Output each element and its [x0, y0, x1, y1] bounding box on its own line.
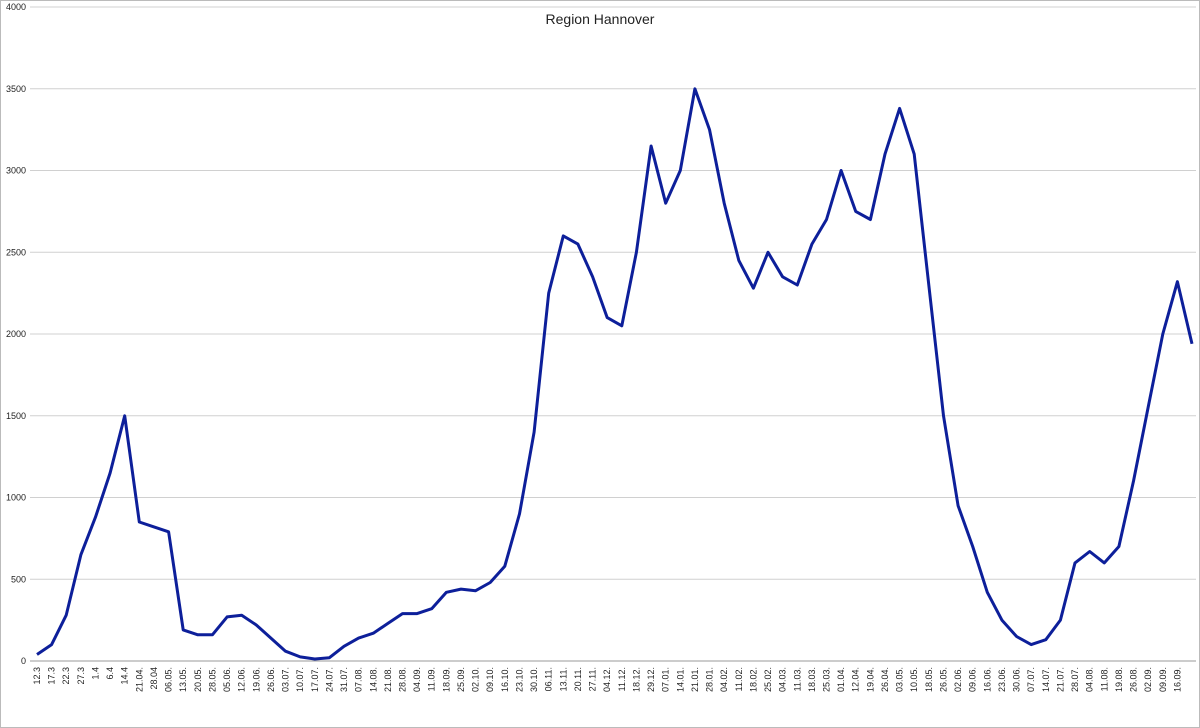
x-tick-label: 20.05.: [193, 667, 203, 692]
x-tick-label: 25.02.: [763, 667, 773, 692]
chart-title: Region Hannover: [546, 11, 655, 27]
x-tick-label: 11.12.: [617, 667, 627, 691]
y-tick-label: 4000: [6, 2, 26, 12]
x-tick-label: 25.09.: [456, 667, 466, 692]
x-tick-label: 18.05.: [924, 667, 934, 692]
x-tick-label: 30.10.: [529, 667, 539, 692]
x-tick-label: 25.03.: [821, 667, 831, 692]
x-tick-label: 07.01.: [661, 667, 671, 692]
x-tick-label: 03.07.: [281, 667, 291, 692]
x-tick-label: 02.06.: [953, 667, 963, 692]
x-tick-label: 14.08.: [368, 667, 378, 692]
x-tick-label: 27.11.: [588, 667, 598, 691]
x-tick-label: 31.07.: [339, 667, 349, 692]
x-tick-label: 28.01.: [705, 667, 715, 692]
x-tick-label: 01.04.: [836, 667, 846, 692]
x-tick-label: 10.05.: [909, 667, 919, 692]
x-tick-label: 28.04: [149, 667, 159, 690]
y-tick-label: 1000: [6, 493, 26, 503]
x-tick-label: 02.09.: [1143, 667, 1153, 692]
x-tick-label: 07.07.: [1026, 667, 1036, 692]
x-tick-label: 1.4: [90, 667, 100, 680]
x-tick-label: 21.08.: [383, 667, 393, 692]
x-tick-label: 04.12.: [602, 667, 612, 692]
x-tick-label: 03.05.: [895, 667, 905, 692]
x-tick-label: 04.09.: [412, 667, 422, 692]
x-tick-label: 21.04.: [134, 667, 144, 692]
x-tick-label: 24.07.: [324, 667, 334, 692]
x-tick-label: 11.02.: [734, 667, 744, 691]
x-tick-label: 07.08.: [354, 667, 364, 692]
x-tick-label: 16.09.: [1172, 667, 1182, 692]
x-tick-label: 12.3: [32, 667, 42, 685]
x-tick-label: 28.05.: [207, 667, 217, 692]
x-tick-label: 6.4: [105, 667, 115, 680]
x-tick-label: 14.07.: [1041, 667, 1051, 692]
x-tick-label: 17.07.: [310, 667, 320, 692]
x-tick-label: 13.11.: [558, 667, 568, 691]
y-tick-label: 1500: [6, 411, 26, 421]
x-tick-label: 13.05.: [178, 667, 188, 692]
x-tick-label: 17.3: [47, 667, 57, 685]
x-tick-label: 11.09.: [427, 667, 437, 691]
x-tick-label: 10.07.: [295, 667, 305, 692]
x-tick-label: 18.02.: [748, 667, 758, 692]
x-tick-label: 12.04.: [851, 667, 861, 692]
y-tick-label: 2000: [6, 329, 26, 339]
x-tick-label: 06.11.: [544, 667, 554, 691]
x-tick-label: 19.04.: [865, 667, 875, 692]
x-tick-label: 09.09.: [1158, 667, 1168, 692]
y-tick-label: 500: [11, 574, 26, 584]
x-tick-label: 05.06.: [222, 667, 232, 692]
x-tick-label: 16.06.: [982, 667, 992, 692]
x-tick-label: 21.01.: [690, 667, 700, 692]
x-tick-label: 14.4: [120, 667, 130, 685]
y-tick-label: 0: [21, 656, 26, 666]
x-tick-label: 19.08.: [1114, 667, 1124, 692]
x-tick-label: 18.03.: [807, 667, 817, 692]
x-tick-label: 26.04.: [880, 667, 890, 692]
x-tick-label: 02.10.: [471, 667, 481, 692]
y-tick-label: 2500: [6, 247, 26, 257]
x-tick-label: 29.12.: [646, 667, 656, 692]
x-tick-label: 09.10.: [485, 667, 495, 692]
y-tick-label: 3000: [6, 166, 26, 176]
x-tick-label: 19.06.: [251, 667, 261, 692]
x-tick-label: 11.03.: [792, 667, 802, 691]
x-tick-label: 21.07.: [1055, 667, 1065, 692]
x-tick-label: 26.05.: [938, 667, 948, 692]
x-tick-label: 30.06.: [1012, 667, 1022, 692]
x-tick-label: 20.11.: [573, 667, 583, 691]
x-tick-label: 28.08.: [398, 667, 408, 692]
x-tick-label: 12.06.: [237, 667, 247, 692]
x-tick-label: 18.09.: [441, 667, 451, 692]
x-tick-label: 18.12.: [631, 667, 641, 692]
x-tick-label: 26.06.: [266, 667, 276, 692]
x-tick-label: 04.08.: [1085, 667, 1095, 692]
x-tick-label: 16.10.: [500, 667, 510, 692]
data-line: [36, 87, 1194, 661]
x-tick-label: 04.02.: [719, 667, 729, 692]
x-tick-label: 04.03.: [778, 667, 788, 692]
x-tick-label: 23.10.: [514, 667, 524, 692]
x-tick-label: 26.08.: [1129, 667, 1139, 692]
x-tick-label: 06.05.: [164, 667, 174, 692]
x-tick-label: 28.07.: [1070, 667, 1080, 692]
x-tick-label: 14.01.: [675, 667, 685, 692]
x-tick-label: 09.06.: [968, 667, 978, 692]
x-tick-label: 11.08.: [1099, 667, 1109, 691]
x-tick-label: 23.06.: [997, 667, 1007, 692]
x-tick-label: 22.3: [61, 667, 71, 685]
y-tick-label: 3500: [6, 84, 26, 94]
x-tick-label: 27.3: [76, 667, 86, 685]
